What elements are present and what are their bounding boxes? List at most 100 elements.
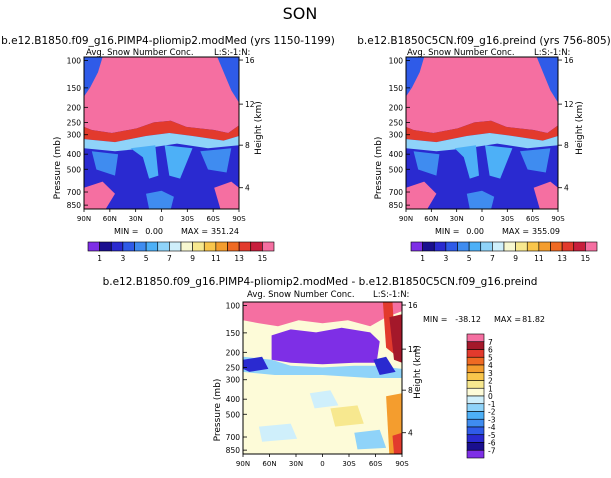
contour-region	[258, 423, 298, 442]
contour-region	[200, 148, 232, 173]
colorbar-swatch	[561, 241, 575, 252]
min-label: MIN =	[435, 227, 460, 236]
colorbar-swatch	[466, 442, 485, 451]
y-tick-label: 300	[67, 131, 82, 140]
panel-modmed: b.e12.B1850.f09_g16.PIMP4-pliomip2.modMe…	[1, 35, 335, 263]
colorbar: 1 3 5 7 9 11 13 15	[410, 241, 598, 263]
colorbar-tick-label: 11	[534, 254, 544, 263]
colorbar-swatch	[492, 241, 505, 252]
min-label: MIN =	[114, 227, 139, 236]
colorbar-tick-label: 15	[258, 254, 268, 263]
colorbar-tick-label: -7	[488, 446, 496, 455]
surface-region	[84, 181, 115, 209]
contour-band	[243, 356, 402, 378]
x-tick-label: 90S	[395, 460, 409, 468]
contour-region	[392, 432, 402, 454]
contour-region	[330, 405, 364, 427]
colorbar-tick-label: 15	[581, 254, 591, 263]
colorbar-tick-label: -4	[488, 423, 496, 432]
x-tick-label: 60N	[424, 215, 438, 223]
positive-anomaly-region	[243, 302, 402, 327]
contour-band	[406, 133, 558, 152]
y2-tick-label: 12	[245, 100, 255, 109]
colorbar-swatch	[203, 241, 217, 252]
y2-axis: 16 12 8 4	[558, 56, 574, 193]
colorbar-swatch	[157, 241, 170, 252]
y2-axis-label: Height (km)	[575, 101, 585, 155]
panel-title: b.e12.B1850.f09_g16.PIMP4-pliomip2.modMe…	[103, 276, 538, 288]
y2-axis: 16 12 8 4	[402, 301, 418, 438]
x-axis: 90N 60N 30N 0 30S 60S 90S	[399, 209, 565, 223]
colorbar-swatch	[466, 411, 485, 420]
colorbar-tick-label: 9	[190, 254, 195, 263]
colorbar-tick-label: 7	[490, 254, 495, 263]
panel-title: b.e12.B1850.f09_g16.PIMP4-pliomip2.modMe…	[1, 35, 335, 47]
y-tick-label: 500	[67, 165, 82, 174]
y-tick-label: 250	[389, 118, 404, 127]
colorbar-swatch	[457, 241, 470, 252]
y-tick-label: 500	[226, 410, 241, 419]
colorbar-tick-label: 3	[488, 369, 493, 378]
colorbar-tick-label: -3	[488, 415, 496, 424]
colorbar-tick-label: 3	[120, 254, 125, 263]
high-concentration-region	[406, 57, 558, 133]
contour-plot	[83, 56, 240, 210]
units-label: L:S:-1:N:	[214, 48, 250, 58]
colorbar-tick-label: -2	[488, 408, 496, 417]
colorbar-swatch	[466, 395, 485, 405]
y-tick-label: 200	[389, 103, 404, 112]
colorbar-swatch	[215, 241, 228, 252]
colorbar-swatch	[262, 241, 275, 252]
y-tick-label: 700	[226, 433, 241, 442]
y-tick-label: 200	[67, 103, 82, 112]
max-value: 351.24	[211, 227, 239, 236]
contour-region	[84, 57, 103, 97]
y-tick-label: 150	[226, 329, 241, 338]
colorbar-tick-label: 13	[557, 254, 567, 263]
x-tick-label: 60S	[526, 215, 540, 223]
surface-region	[214, 181, 239, 209]
contour-band	[406, 120, 558, 143]
colorbar-tick-label: 1	[488, 384, 493, 393]
x-tick-label: 90S	[551, 215, 565, 223]
x-tick-label: 0	[480, 215, 484, 223]
negative-anomaly-region	[271, 327, 380, 365]
x-tick-label: 0	[320, 460, 324, 468]
panel-preind: b.e12.B1850C5CN.f09_g16.preind (yrs 756-…	[357, 35, 610, 263]
colorbar-swatch	[503, 241, 516, 252]
colorbar-swatch	[526, 241, 540, 252]
colorbar-swatch	[110, 241, 124, 252]
colorbar-swatch	[180, 241, 193, 252]
y2-axis: 16 12 8 4	[239, 56, 255, 193]
y-axis: 100 150 200 250 300 400 500 700 850	[226, 301, 247, 455]
x-tick-label: 60N	[262, 460, 276, 468]
y-tick-label: 300	[226, 376, 241, 385]
colorbar-swatch	[87, 241, 100, 252]
contour-region	[536, 57, 558, 103]
contour-region	[466, 190, 495, 209]
colorbar-tick-label: 0	[488, 392, 493, 401]
figure-title: SON	[283, 4, 318, 23]
y-tick-label: 400	[226, 395, 241, 404]
x-tick-label: 90S	[232, 215, 246, 223]
y2-axis-label: Height (km)	[254, 101, 264, 155]
y-tick-label: 100	[226, 301, 241, 310]
colorbar-tick-label: 11	[211, 254, 221, 263]
contour-band	[84, 133, 239, 152]
contour-plot	[405, 56, 559, 210]
contour-region	[413, 151, 440, 176]
max-label: MAX =	[181, 227, 208, 236]
contour-band	[84, 120, 239, 143]
colorbar-swatch	[422, 241, 435, 252]
units-label: L:S:-1:N:	[534, 48, 570, 58]
colorbar-swatch	[445, 241, 458, 252]
min-value: -38.12	[455, 315, 481, 324]
y2-tick-label: 16	[408, 301, 418, 310]
colorbar-tick-label: 1	[97, 254, 102, 263]
colorbar-swatch	[466, 380, 485, 389]
contour-region	[217, 57, 239, 103]
y-axis-label: Pressure (mb)	[53, 137, 63, 200]
max-label: MAX =	[502, 227, 529, 236]
contour-region	[454, 145, 479, 179]
